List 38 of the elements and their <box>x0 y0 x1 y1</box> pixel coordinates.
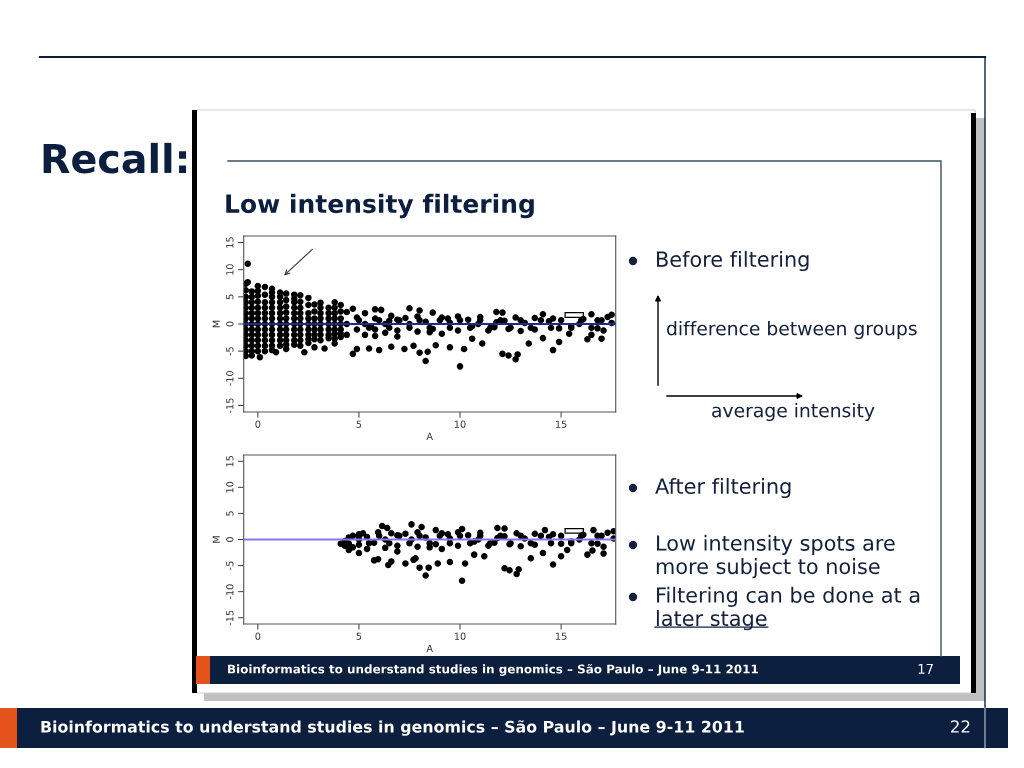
x-tick-label: 0 <box>255 632 261 640</box>
text: Before filtering <box>657 250 809 272</box>
x-tick-label: 10 <box>454 420 466 428</box>
text: After filtering <box>655 477 791 499</box>
y-tick-label: 0 <box>226 321 234 327</box>
y-tick-label: 15 <box>226 237 234 248</box>
y-tick-label: 5 <box>226 511 234 516</box>
y-axis-title: M <box>212 320 220 328</box>
text: 17 <box>918 664 933 674</box>
x-axis-title: A <box>426 432 433 440</box>
x-tick-label: 0 <box>255 420 261 428</box>
text: Recall: <box>43 142 187 174</box>
y-tick-label: -15 <box>226 398 234 413</box>
y-axis-title: M <box>212 536 220 543</box>
x-tick-label: 5 <box>356 632 362 640</box>
text: Bioinformatics to understand studies in genomics – São Paulo – June 9-11 2011 <box>228 664 758 676</box>
x-axis-title: A <box>426 644 433 652</box>
text: Bioinformatics to understand studies in genomics – São Paulo – June 9-11 2011 <box>41 720 744 736</box>
text: Filtering can be done at a later stage <box>656 586 920 631</box>
y-tick-label: -10 <box>226 371 234 386</box>
y-tick-label: 15 <box>226 455 234 467</box>
y-tick-label: 10 <box>226 481 234 493</box>
x-tick-label: 5 <box>356 420 362 428</box>
y-tick-label: -5 <box>226 561 234 570</box>
text: 22 <box>951 720 970 733</box>
text: average intensity <box>712 402 875 422</box>
y-tick-label: 0 <box>226 537 234 542</box>
y-tick-label: -10 <box>226 584 234 600</box>
x-tick-label: 15 <box>556 420 567 428</box>
chart-title: Low intensity filtering <box>226 193 534 219</box>
y-tick-label: 10 <box>226 264 234 275</box>
y-tick-label: 5 <box>226 294 234 300</box>
x-tick-label: 10 <box>454 632 466 640</box>
y-tick-label: -15 <box>226 610 234 626</box>
text: Low intensity spots are more subject to noise <box>656 534 895 579</box>
text: difference between groups <box>667 320 917 340</box>
x-tick-label: 15 <box>556 632 567 640</box>
y-tick-label: -5 <box>226 347 234 356</box>
